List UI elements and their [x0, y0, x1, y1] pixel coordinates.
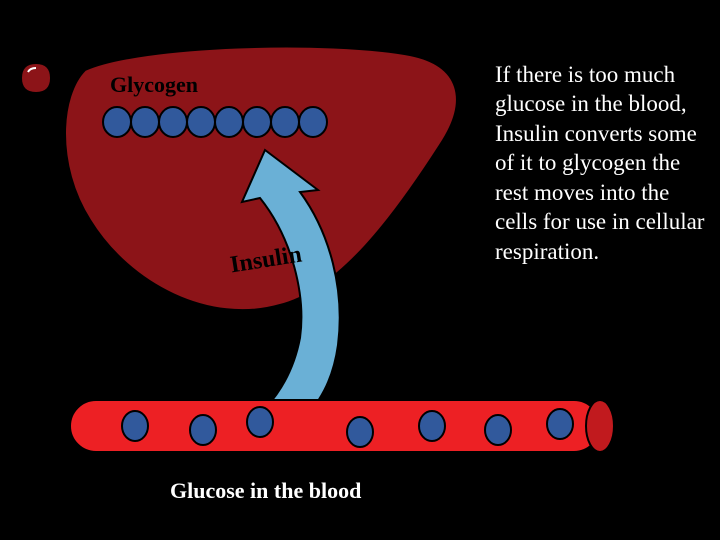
glycogen-label: Glycogen: [110, 72, 198, 98]
glycogen-unit: [131, 107, 159, 137]
glycogen-unit: [187, 107, 215, 137]
glucose-cell: [419, 411, 445, 441]
glucose-cell: [190, 415, 216, 445]
glycogen-unit: [243, 107, 271, 137]
glycogen-unit: [215, 107, 243, 137]
glucose-cell: [122, 411, 148, 441]
glucose-label: Glucose in the blood: [170, 478, 361, 503]
bullet-icon: [22, 64, 50, 92]
glycogen-unit: [299, 107, 327, 137]
glycogen-unit: [159, 107, 187, 137]
glycogen-unit: [103, 107, 131, 137]
blood-vessel-body: [70, 400, 600, 452]
explanation-text: If there is too much glucose in the bloo…: [495, 60, 705, 266]
glucose-cell: [547, 409, 573, 439]
blood-vessel-endcap: [586, 400, 614, 452]
glucose-cell: [247, 407, 273, 437]
glucose-cell: [347, 417, 373, 447]
glycogen-unit: [271, 107, 299, 137]
glucose-cell: [485, 415, 511, 445]
